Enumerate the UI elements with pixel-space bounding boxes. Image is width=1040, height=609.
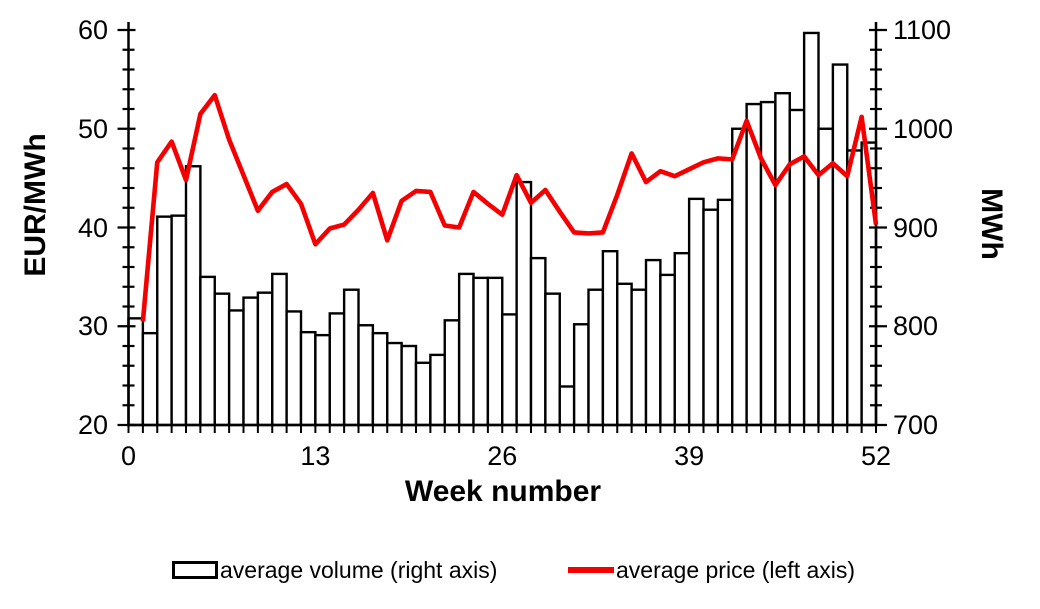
legend-entry-volume: average volume (right axis) bbox=[172, 552, 497, 588]
bar-week-8 bbox=[227, 309, 245, 427]
right-axis-tick-label: 700 bbox=[893, 410, 939, 440]
left-axis-tick-label: 30 bbox=[77, 311, 108, 342]
price-line-swatch-icon bbox=[568, 567, 614, 573]
bar-week-30 bbox=[544, 292, 561, 427]
bar-week-18 bbox=[371, 331, 389, 427]
bar-week-43 bbox=[731, 127, 748, 427]
bar-week-37 bbox=[644, 258, 662, 427]
bar-week-41 bbox=[702, 208, 720, 427]
x-axis-tick-label: 26 bbox=[487, 441, 518, 471]
price-legend-label: average price (left axis) bbox=[616, 556, 856, 583]
bar-week-51 bbox=[846, 149, 863, 427]
bar-week-12 bbox=[285, 310, 303, 427]
bar-week-16 bbox=[342, 288, 360, 427]
bar-week-27 bbox=[501, 313, 518, 427]
bar-week-29 bbox=[529, 256, 547, 427]
bar-week-42 bbox=[716, 198, 734, 427]
bar-week-4 bbox=[170, 214, 188, 427]
right-axis-tick-label: 1000 bbox=[893, 113, 954, 144]
bar-week-24 bbox=[457, 272, 475, 427]
right-axis-tick-label: 800 bbox=[893, 311, 939, 342]
bar-week-31 bbox=[558, 385, 576, 427]
bar-week-45 bbox=[759, 100, 777, 427]
left-axis-title: EUR/MWh bbox=[19, 133, 52, 277]
x-axis-title: Week number bbox=[404, 475, 602, 508]
bar-week-9 bbox=[242, 296, 260, 427]
bar-week-46 bbox=[774, 91, 791, 427]
bar-week-35 bbox=[616, 282, 633, 427]
bar-week-2 bbox=[141, 331, 159, 427]
bar-week-13 bbox=[299, 330, 317, 427]
right-axis-tick-label: 1100 bbox=[893, 15, 952, 45]
price-line bbox=[140, 92, 879, 322]
right-axis-tick-label: 900 bbox=[893, 212, 939, 243]
bar-week-10 bbox=[256, 291, 274, 427]
bar-week-19 bbox=[386, 341, 403, 427]
bar-week-22 bbox=[429, 353, 446, 427]
bar-week-25 bbox=[472, 276, 490, 427]
bar-week-38 bbox=[659, 273, 676, 427]
volume-bar-swatch-icon bbox=[172, 561, 218, 579]
x-axis-tick-label: 52 bbox=[860, 441, 892, 471]
bar-week-50 bbox=[831, 63, 849, 427]
left-axis-tick-label: 60 bbox=[77, 15, 108, 45]
left-axis-tick-label: 20 bbox=[77, 410, 108, 440]
bar-week-48 bbox=[802, 31, 820, 427]
bar-week-11 bbox=[271, 272, 288, 427]
bar-week-6 bbox=[199, 275, 216, 427]
bar-week-21 bbox=[414, 361, 432, 427]
bar-week-28 bbox=[515, 180, 533, 427]
bar-week-17 bbox=[357, 324, 375, 427]
bar-week-40 bbox=[687, 197, 705, 427]
volume-legend-label: average volume (right axis) bbox=[220, 556, 498, 583]
bar-week-26 bbox=[486, 276, 504, 427]
x-axis-tick-label: 0 bbox=[120, 441, 137, 471]
bar-week-33 bbox=[587, 288, 605, 427]
x-axis-tick-label: 13 bbox=[300, 441, 331, 471]
x-axis-tick-label: 39 bbox=[674, 441, 705, 471]
left-axis-tick-label: 40 bbox=[77, 212, 108, 243]
bar-week-32 bbox=[572, 323, 590, 427]
bar-week-34 bbox=[601, 249, 619, 427]
bar-week-5 bbox=[184, 165, 202, 427]
bar-week-14 bbox=[314, 333, 331, 427]
bar-week-23 bbox=[443, 319, 461, 427]
bar-week-15 bbox=[328, 312, 346, 427]
legend-entry-price: average price (left axis) bbox=[568, 552, 855, 588]
bar-week-1 bbox=[127, 317, 145, 427]
bar-week-36 bbox=[630, 288, 648, 427]
bar-week-3 bbox=[156, 215, 173, 427]
bar-week-20 bbox=[400, 344, 418, 427]
bar-week-7 bbox=[213, 292, 231, 427]
legend: average volume (right axis) average pric… bbox=[0, 552, 1040, 588]
left-axis-tick-label: 50 bbox=[77, 113, 108, 144]
bar-week-39 bbox=[673, 251, 691, 427]
